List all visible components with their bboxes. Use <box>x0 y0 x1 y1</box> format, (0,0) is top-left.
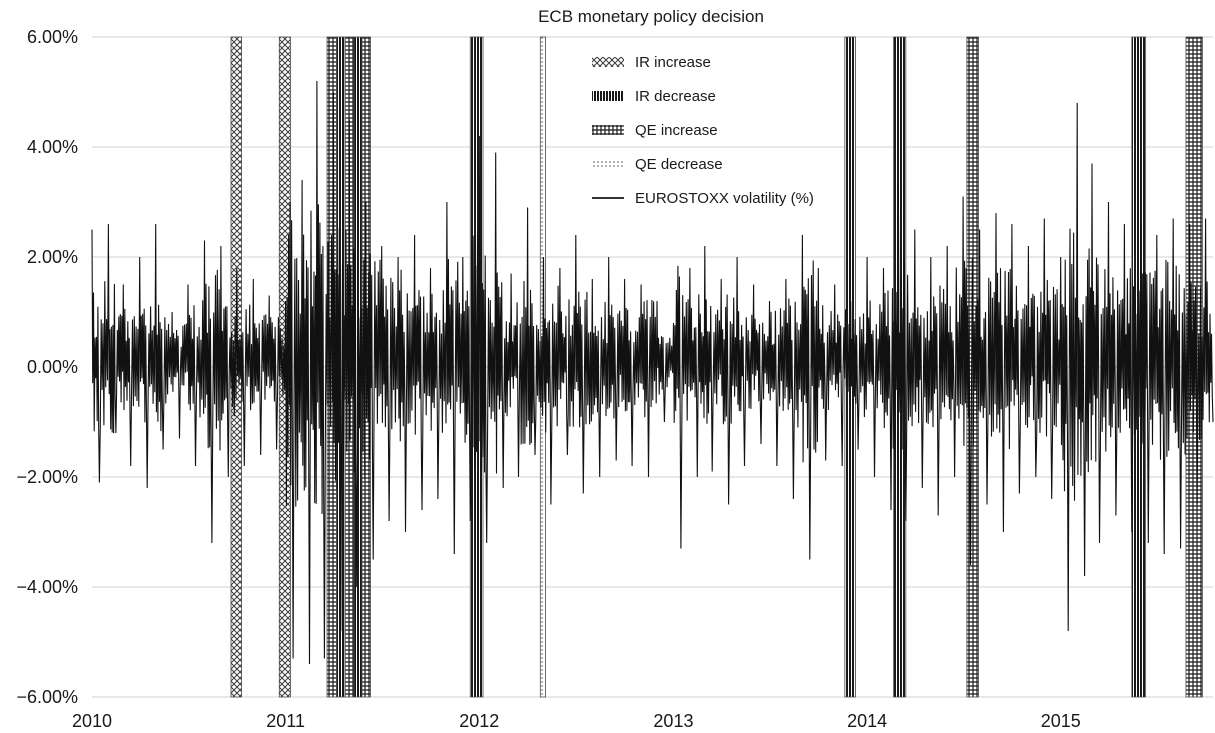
y-tick-label: −6.00% <box>16 687 78 707</box>
y-tick-label: 6.00% <box>27 27 78 47</box>
x-tick-label: 2015 <box>1041 711 1081 731</box>
series-line-eurostoxx-volatility <box>91 80 1214 665</box>
legend-swatch-dotted <box>592 159 624 169</box>
legend-label: IR decrease <box>635 88 716 105</box>
legend-item-background <box>588 83 824 109</box>
legend-item: IR decrease <box>588 83 824 109</box>
legend-item: EUROSTOXX volatility (%) <box>588 185 824 211</box>
legend-label: IR increase <box>635 54 711 71</box>
x-tick-label: 2013 <box>653 711 693 731</box>
legend-swatch-crosshatch <box>592 57 624 67</box>
x-tick-label: 2012 <box>459 711 499 731</box>
legend-item-background <box>588 117 824 143</box>
legend-item: QE decrease <box>588 151 824 177</box>
series-layer <box>91 80 1214 665</box>
legend-label: EUROSTOXX volatility (%) <box>635 190 814 207</box>
legend-item-background <box>588 151 824 177</box>
x-tick-label: 2010 <box>72 711 112 731</box>
legend-item: IR increase <box>588 49 824 75</box>
legend-label: QE increase <box>635 122 718 139</box>
legend-item-background <box>588 185 824 211</box>
legend: IR increase IR decrease QE increase QE decr… <box>588 49 824 211</box>
y-tick-label: −2.00% <box>16 467 78 487</box>
legend-swatch-dense-vertical <box>592 91 624 101</box>
axis-labels: 6.00% 4.00% 2.00% 0.00% −2.00% −4.00% −6.00% 20… <box>16 27 1080 731</box>
legend-item-background <box>588 49 824 75</box>
y-tick-label: 0.00% <box>27 357 78 377</box>
y-tick-label: 2.00% <box>27 247 78 267</box>
legend-label: QE decrease <box>635 156 723 173</box>
legend-swatch-grid <box>592 125 624 135</box>
y-tick-label: −4.00% <box>16 577 78 597</box>
y-tick-label: 4.00% <box>27 137 78 157</box>
x-tick-label: 2011 <box>266 711 305 731</box>
x-tick-label: 2014 <box>847 711 887 731</box>
legend-item: QE increase <box>588 117 824 143</box>
chart-title: ECB monetary policy decision <box>538 7 764 26</box>
